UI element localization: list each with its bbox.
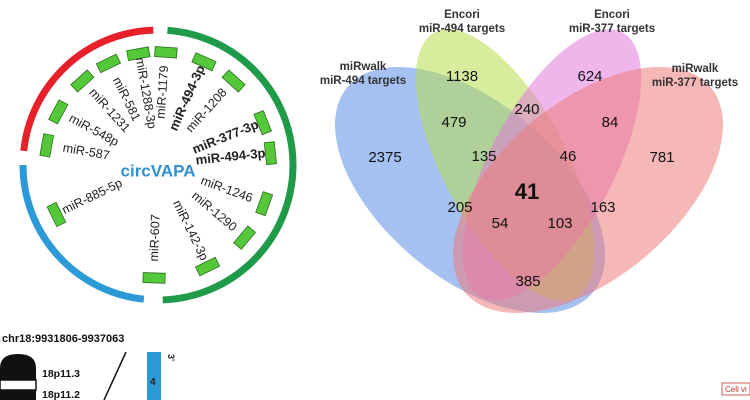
mirna-label: miR-885-5p [60,176,125,217]
count-ac: 385 [515,273,540,290]
exon-label: 4 [150,377,156,388]
count-bc: 240 [514,101,539,118]
set-title-d2: miR-377 targets [652,77,738,89]
count-ab: 479 [441,114,466,131]
count-only-c: 624 [577,68,602,85]
count-only-a: 2375 [368,149,401,166]
mirna-label: miR-1179 [154,65,172,119]
mirna-label: miR-607 [147,214,163,262]
chromosome-ideogram [0,354,36,400]
count-bd: 163 [590,199,615,216]
mirna-site-box [221,69,246,93]
venn-diagram: miRwalk miR-494 targets Encori miR-494 t… [320,9,738,313]
circvapa-diagram: miR-1179miR-494-3pmiR-1208miR-377-3pmiR-… [19,26,297,304]
mirna-site-box [255,191,274,217]
zoom-line [103,351,127,400]
count-only-d: 781 [649,149,674,166]
mirna-site-box [95,53,122,74]
count-bcd: 46 [560,148,577,165]
count-only-b: 1138 [446,68,478,85]
set-title-c1: Encori [594,9,630,21]
mirna-site-box [233,225,257,250]
set-title-b1: Encori [444,9,480,21]
mirna-site-box [194,256,221,277]
chromosome-location: chr18:9931806-9937063 [2,333,124,345]
mirna-label: miR-587 [62,141,111,163]
count-cd: 84 [602,114,619,131]
circ-arc-green [162,26,297,304]
band-label-2: 18p11.2 [42,389,80,400]
circ-arc-red [20,26,154,152]
mirna-site-box [70,69,95,93]
count-ad: 205 [447,199,472,216]
mirna-site-box [126,46,151,62]
count-abd: 103 [547,215,572,232]
set-title-a1: miRwalk [340,61,387,73]
count-abc: 135 [471,148,496,165]
mirna-site-box [46,201,67,228]
mirna-site-box [48,99,69,125]
band-label-1: 18p11.3 [42,368,80,380]
three-prime-label: 3' [166,354,176,361]
count-abcd: 41 [515,179,539,204]
circ-title: circVAPA [121,161,196,180]
corner-legend-box [721,382,750,396]
corner-legend-text: Cell vi [725,385,747,394]
mirna-site-box [253,110,273,136]
mirna-site-box [142,272,166,284]
set-title-d1: miRwalk [672,63,719,75]
mirna-site-box [191,52,217,72]
chromosome-panel: chr18:9931806-9937063 18p11.3 18p11.2 4 … [0,333,176,400]
mirna-site-box [39,133,55,158]
chromosome-band-light [0,379,37,391]
count-acd: 54 [492,215,509,232]
mirna-label: miR-494-3p [195,145,266,167]
circ-arc-blue [19,164,145,303]
set-title-a2: miR-494 targets [320,75,406,87]
mirna-site-box [154,46,178,59]
mirna-site-box [263,141,277,166]
exon-block [147,352,161,400]
venn-set-miRwalk-377 [453,67,723,313]
set-title-b2: miR-494 targets [419,23,505,35]
set-title-c2: miR-377 targets [569,23,655,35]
